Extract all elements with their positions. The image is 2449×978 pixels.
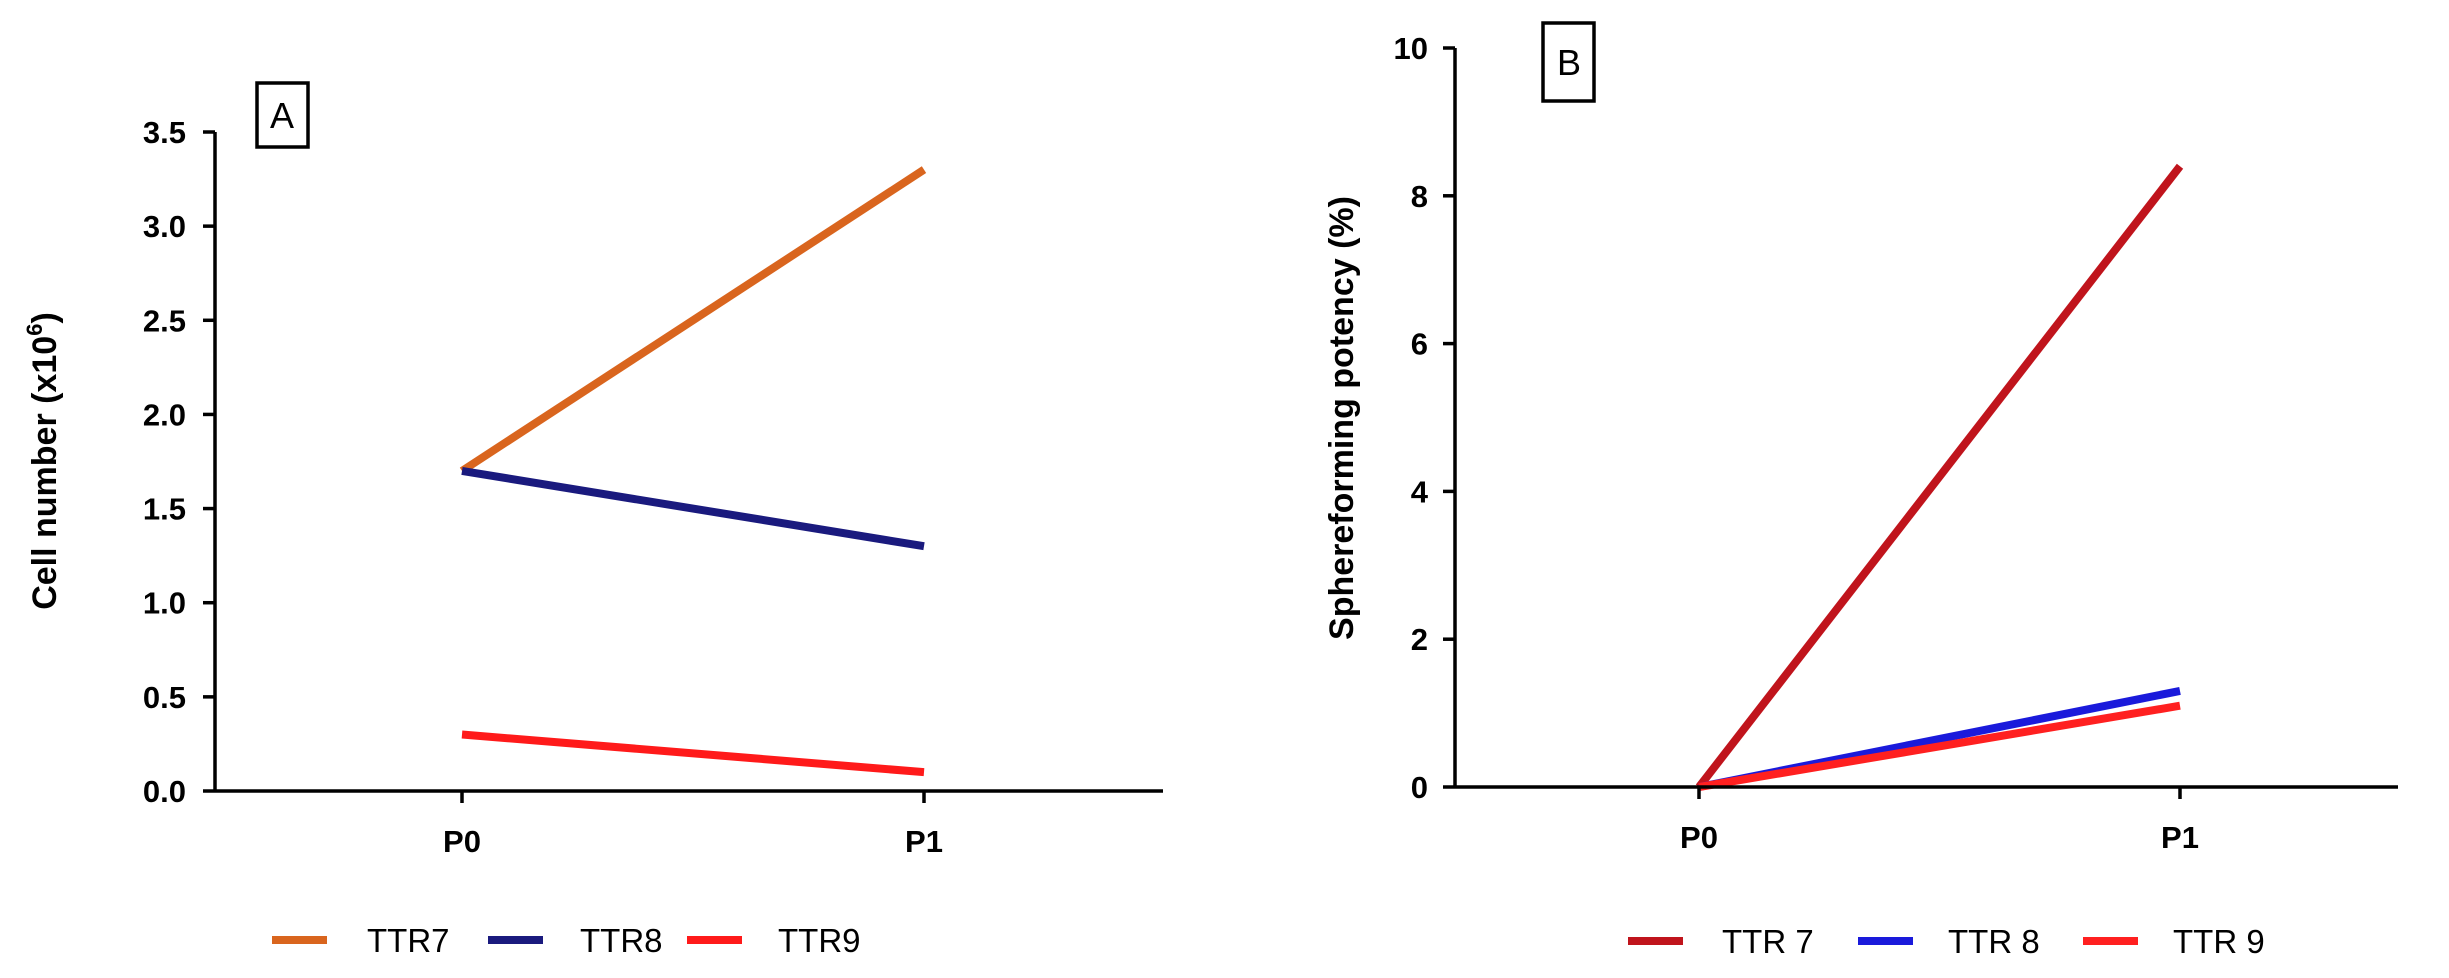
panel-a-y-tick-label: 3.0 [143, 209, 186, 244]
panel-a-y-tick-label: 1.0 [143, 586, 186, 621]
panel-a-y-tick-label: 2.5 [143, 303, 186, 338]
panel-a-y-tick-label: 0.5 [143, 680, 186, 715]
legend-label-ttr9: TTR 9 [2173, 923, 2265, 960]
panel-a-y-tick-label: 0.0 [143, 774, 186, 809]
panel-b-y-ticks: 0 2 4 6 8 10 [1394, 31, 1455, 805]
panel-a-x-tick-label: P0 [443, 824, 481, 859]
panel-b-label-box [1541, 21, 1596, 103]
chart-panel-a: 0.0 0.5 1.0 1.5 2.0 2.5 3.0 3.5 P0 P1 Cell numbe… [22, 81, 1163, 959]
legend-label-ttr7: TTR7 [367, 922, 450, 959]
panel-b-y-tick-label: 6 [1411, 327, 1428, 362]
series-line-ttr9 [1698, 701, 2181, 791]
chart-panel-b: 0 2 4 6 8 10 P0 P1 Sphereforming potency (%) B… [1323, 21, 2398, 960]
panel-a-legend: TTR7 TTR8 TTR9 [272, 922, 861, 959]
panel-b-legend: TTR 7 TTR 8 TTR 9 [1628, 923, 2265, 960]
panel-b-y-tick-label: 0 [1411, 770, 1428, 805]
panel-a-series-layer [459, 166, 927, 777]
panel-b-x-ticks: P0 P1 [1680, 787, 2199, 855]
panel-b-x-tick-label: P0 [1680, 820, 1718, 855]
panel-b-x-tick-label: P1 [2161, 820, 2199, 855]
panel-b-y-tick-label: 2 [1411, 622, 1428, 657]
legend-label-ttr8: TTR 8 [1948, 923, 2040, 960]
series-line-ttr7 [459, 166, 927, 475]
series-line-ttr8 [461, 466, 925, 551]
panel-a-y-axis-title: Cell number (x106) [22, 312, 64, 610]
panel-b-y-tick-label: 10 [1394, 31, 1428, 66]
legend-label-ttr8: TTR8 [580, 922, 663, 959]
panel-b-y-tick-label: 4 [1411, 474, 1429, 509]
series-line-ttr9 [461, 730, 925, 777]
panel-a-x-tick-label: P1 [905, 824, 943, 859]
panel-a-label: A [270, 95, 294, 136]
panel-b-y-axis-title: Sphereforming potency (%) [1323, 196, 1361, 640]
panel-a-y-tick-label: 3.5 [143, 115, 186, 150]
panel-a-x-ticks: P0 P1 [443, 791, 943, 859]
panel-a-y-tick-label: 2.0 [143, 397, 186, 432]
panel-a-label-box [255, 81, 310, 149]
legend-label-ttr7: TTR 7 [1722, 923, 1814, 960]
legend-label-ttr9: TTR9 [778, 922, 861, 959]
panel-b-series-layer [1695, 163, 2184, 791]
series-line-ttr7 [1695, 163, 2184, 790]
panel-a-y-tick-label: 1.5 [143, 492, 186, 527]
panel-a-y-ticks: 0.0 0.5 1.0 1.5 2.0 2.5 3.0 3.5 [143, 115, 215, 809]
panel-b-y-tick-label: 8 [1411, 179, 1428, 214]
panel-b-label: B [1557, 42, 1581, 83]
